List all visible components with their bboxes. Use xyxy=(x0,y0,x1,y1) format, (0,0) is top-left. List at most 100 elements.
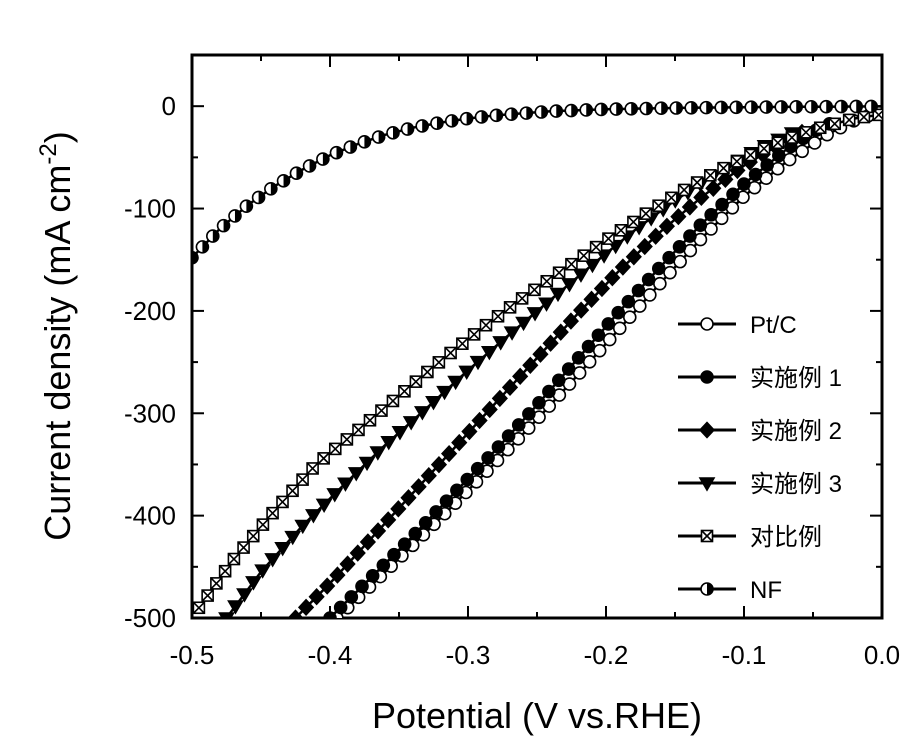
series-marker xyxy=(664,267,676,279)
series-marker-shape xyxy=(523,408,535,420)
series-marker-shape xyxy=(705,209,717,221)
series-marker xyxy=(692,177,703,188)
series-marker-shape xyxy=(583,341,595,353)
series-marker xyxy=(543,386,555,398)
series-marker xyxy=(335,601,347,613)
series-marker xyxy=(290,167,302,179)
legend-marker xyxy=(701,318,713,330)
y-axis-title: Current density (mA cm-2) xyxy=(35,131,78,540)
series-marker xyxy=(655,102,667,114)
series-marker-shape xyxy=(624,311,636,323)
series-marker xyxy=(624,311,636,323)
series-marker xyxy=(612,307,624,319)
legend-item: NF xyxy=(678,577,782,604)
series-marker xyxy=(663,252,675,264)
series-marker-shape xyxy=(716,199,728,211)
series-marker-shape xyxy=(399,538,411,550)
series-marker xyxy=(772,137,783,148)
series-marker-shape xyxy=(632,285,644,297)
series-marker-shape xyxy=(563,363,575,375)
series-marker xyxy=(745,150,756,161)
series-marker-shape xyxy=(584,356,596,368)
series-marker-shape xyxy=(796,145,808,157)
series-6 xyxy=(186,100,882,263)
series-marker xyxy=(505,302,516,313)
series-marker xyxy=(595,103,607,115)
series-marker-shape xyxy=(604,334,616,346)
series-marker xyxy=(517,293,528,304)
series-marker xyxy=(287,485,298,496)
series-marker xyxy=(790,101,802,113)
series-marker xyxy=(566,259,577,270)
series-marker xyxy=(563,363,575,375)
series-marker-shape xyxy=(440,495,452,507)
series-marker xyxy=(700,102,712,114)
series-marker xyxy=(591,242,602,253)
series-marker-shape xyxy=(430,506,442,518)
series-marker xyxy=(451,484,463,496)
series-marker xyxy=(410,376,421,387)
series-marker xyxy=(267,508,278,519)
series-marker xyxy=(461,113,473,125)
series-marker xyxy=(482,452,494,464)
series-marker xyxy=(554,267,565,278)
series-marker-shape xyxy=(727,188,739,200)
series-marker xyxy=(341,434,352,445)
series-marker xyxy=(718,163,729,174)
series-marker-shape xyxy=(674,241,686,253)
series-marker xyxy=(520,107,532,119)
legend-item: 实施例 2 xyxy=(678,418,842,445)
series-marker xyxy=(420,517,432,529)
series-marker xyxy=(614,322,626,334)
series-marker-shape xyxy=(324,612,336,624)
series-marker xyxy=(304,160,316,172)
series-marker xyxy=(653,200,664,211)
series-marker-shape xyxy=(492,441,504,453)
series-marker xyxy=(685,102,697,114)
series-marker-shape xyxy=(451,484,463,496)
series-marker xyxy=(684,230,696,242)
series-marker xyxy=(705,209,717,221)
series-marker-shape xyxy=(738,178,750,190)
series-marker xyxy=(324,612,336,624)
series-marker-shape xyxy=(643,274,655,286)
series-marker-shape xyxy=(750,169,762,181)
legend-label: 实施例 1 xyxy=(750,365,842,392)
series-marker xyxy=(622,296,634,308)
series-marker-shape xyxy=(694,219,706,231)
series-marker xyxy=(594,345,606,357)
series-marker xyxy=(565,105,577,117)
legend-item: 实施例 1 xyxy=(678,365,842,392)
series-marker xyxy=(523,408,535,420)
legend-marker xyxy=(701,371,713,383)
series-marker xyxy=(670,102,682,114)
series-marker-shape xyxy=(409,528,421,540)
series-marker xyxy=(815,122,826,133)
series-marker-shape xyxy=(634,300,646,312)
series-marker xyxy=(377,559,389,571)
legend-marker xyxy=(702,531,713,542)
series-marker xyxy=(186,252,198,264)
series-marker xyxy=(433,357,444,368)
series-marker xyxy=(493,311,504,322)
series-marker-shape xyxy=(367,570,379,582)
series-marker xyxy=(416,120,428,132)
series-marker xyxy=(727,188,739,200)
series-marker xyxy=(640,208,651,219)
series-marker xyxy=(402,123,414,135)
x-tick-label: -0.2 xyxy=(584,640,629,670)
series-marker xyxy=(844,114,855,125)
series-marker xyxy=(584,356,596,368)
series-marker-shape xyxy=(461,474,473,486)
series-marker xyxy=(317,153,329,165)
series-marker xyxy=(786,132,797,143)
series-marker xyxy=(238,542,249,553)
series-marker-shape xyxy=(663,252,675,264)
series-marker-shape xyxy=(356,580,368,592)
series-marker xyxy=(634,300,646,312)
series-marker xyxy=(820,101,832,113)
series-marker xyxy=(358,136,370,148)
series-line xyxy=(192,106,882,257)
y-tick-label: -400 xyxy=(124,501,176,531)
series-marker-shape xyxy=(602,318,614,330)
